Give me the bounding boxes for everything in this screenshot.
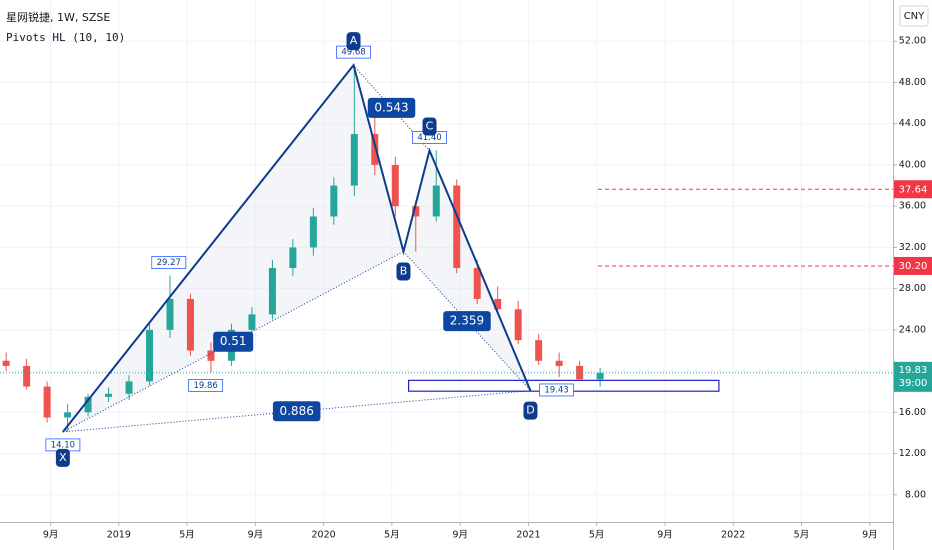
- candle-body: [289, 247, 297, 269]
- x-tick-label: 2020: [312, 530, 336, 541]
- ratio-leg: [403, 251, 531, 392]
- y-tick-label: 12.00: [899, 448, 926, 459]
- x-tick-label: 9月: [452, 530, 468, 541]
- candle-body: [23, 365, 31, 387]
- pivot-label: 41.40: [417, 133, 441, 143]
- point-label: A: [350, 34, 358, 47]
- y-tick-label: 16.00: [899, 407, 926, 418]
- point-label: C: [426, 119, 434, 132]
- candle-body: [105, 393, 113, 397]
- countdown-label: 39:00: [899, 378, 928, 389]
- candle-body: [535, 340, 543, 361]
- candle-body: [125, 381, 133, 394]
- level-price-label: 30.20: [899, 261, 928, 272]
- y-tick-label: 8.00: [905, 489, 926, 500]
- candle-body: [2, 360, 10, 366]
- x-tick-label: 2021: [516, 530, 540, 541]
- y-tick-label: 36.00: [899, 201, 926, 212]
- x-tick-label: 9月: [657, 530, 673, 541]
- indicator-label: Pivots HL (10, 10): [6, 31, 125, 44]
- currency-button[interactable]: [899, 5, 929, 27]
- point-label: D: [526, 404, 534, 417]
- y-tick-label: 28.00: [899, 283, 926, 294]
- candle-body: [453, 185, 461, 269]
- candle-body: [473, 268, 481, 299]
- ratio-tag: [213, 331, 254, 352]
- pattern-legs: [62, 62, 532, 433]
- y-tick-label: 52.00: [899, 36, 926, 47]
- ratio-tag: [443, 311, 491, 332]
- pivot-tag: [188, 379, 224, 392]
- x-tick-label: 9月: [43, 530, 59, 541]
- pivot-tag: [539, 383, 574, 397]
- x-tick-label: 2022: [721, 530, 745, 541]
- candle-body: [146, 329, 154, 382]
- x-tick-label: 2019: [107, 530, 131, 541]
- y-tick-label: 48.00: [899, 77, 926, 88]
- candle-body: [64, 412, 72, 418]
- candle-body: [268, 268, 276, 315]
- candle-body: [166, 298, 174, 330]
- axes: 8.0012.0016.0020.0024.0028.0032.0036.004…: [43, 36, 932, 541]
- candle-body: [330, 185, 338, 217]
- candle-body: [207, 350, 215, 361]
- ratio-tag: [367, 97, 416, 118]
- candle-body: [350, 134, 358, 186]
- x-tick-label: 5月: [179, 530, 195, 541]
- ratio-label: 0.543: [374, 100, 408, 114]
- candle-body: [494, 298, 502, 310]
- plot-area: 0.543 0.51 2.359 0.886 29.27 19.86 14.10 49.68 4…: [0, 32, 893, 467]
- pivot-tag: [151, 256, 187, 269]
- ratio-label: 0.51: [220, 334, 247, 348]
- candle-body: [248, 314, 256, 330]
- candle-body: [371, 134, 379, 165]
- candle-body: [555, 360, 563, 366]
- x-tick-label: 9月: [248, 530, 264, 541]
- candle-body: [412, 206, 420, 217]
- ratio-label: 0.886: [279, 404, 313, 418]
- pivot-label: 19.86: [193, 381, 217, 391]
- y-tick-label: 44.00: [899, 118, 926, 129]
- candle-body: [432, 185, 440, 217]
- last-price-tag: [894, 361, 932, 392]
- x-tick-label: 5月: [384, 530, 400, 541]
- ratio-tag: [272, 401, 321, 422]
- candle-body: [391, 164, 399, 207]
- point-label: X: [59, 451, 67, 464]
- candle-body: [309, 216, 317, 248]
- pivot-label: 14.10: [51, 440, 75, 450]
- candle-body: [186, 298, 194, 351]
- y-tick-label: 32.00: [899, 242, 926, 253]
- point-tag: [523, 401, 538, 420]
- symbol-title: 星网锐捷, 1W, SZSE: [6, 10, 110, 24]
- currency-label[interactable]: CNY: [904, 11, 925, 22]
- point-label: B: [400, 265, 408, 278]
- level-price-tag: [894, 256, 932, 275]
- ratio-label: 2.359: [450, 314, 484, 328]
- x-tick-label: 5月: [589, 530, 605, 541]
- point-tag: [396, 262, 411, 281]
- point-tag: [346, 32, 361, 51]
- x-tick-label: 5月: [794, 530, 810, 541]
- candle-body: [84, 396, 92, 413]
- last-price-label: 19.83: [899, 365, 928, 376]
- candle-body: [43, 386, 51, 418]
- y-tick-label: 24.00: [899, 324, 926, 335]
- x-tick-label: 9月: [862, 530, 878, 541]
- point-tag: [55, 448, 70, 467]
- level-price-label: 37.64: [899, 184, 928, 195]
- candle-body: [596, 372, 604, 380]
- pivot-label: 19.43: [544, 385, 568, 395]
- grid: [0, 0, 893, 522]
- pivot-label: 49.68: [341, 48, 365, 58]
- candle-body: [514, 309, 522, 341]
- pivot-label: 29.27: [157, 258, 181, 268]
- point-tag: [422, 117, 437, 136]
- y-tick-label: 40.00: [899, 159, 926, 170]
- level-price-tag: [894, 180, 932, 199]
